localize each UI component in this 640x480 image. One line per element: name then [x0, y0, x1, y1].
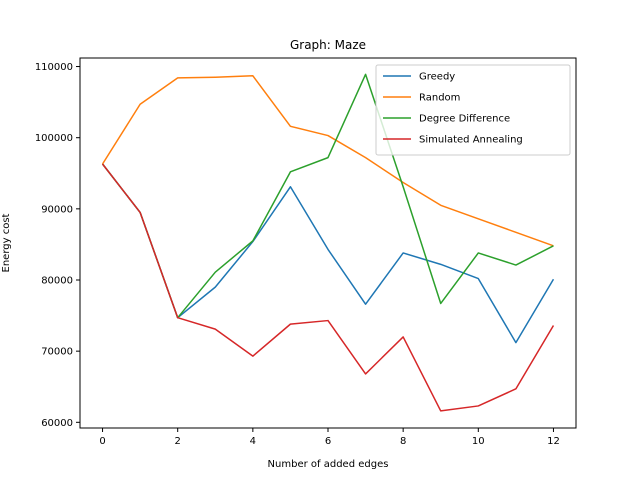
x-tick-label: 6	[325, 436, 331, 447]
y-axis: 60000 70000 80000 90000 100000 110000	[35, 62, 80, 429]
x-tick-label: 10	[472, 436, 485, 447]
y-tick-label: 80000	[41, 276, 73, 287]
y-tick-label: 100000	[35, 133, 73, 144]
legend-box	[375, 64, 571, 156]
legend-label-greedy: Greedy	[419, 72, 455, 83]
legend-label-simulated-annealing: Simulated Annealing	[419, 135, 523, 146]
legend-label-random: Random	[419, 93, 460, 104]
plot-area	[101, 73, 555, 412]
x-axis: 0 2 4 6 8 10 12	[99, 428, 560, 447]
legend-label-degree-difference: Degree Difference	[419, 114, 510, 125]
x-tick-label: 8	[400, 436, 406, 447]
y-tick-label: 90000	[41, 204, 73, 215]
x-tick-label: 12	[547, 436, 560, 447]
y-tick-label: 110000	[35, 62, 73, 73]
series-line-random	[101, 75, 554, 247]
y-tick-label: 70000	[41, 347, 73, 358]
x-tick-label: 4	[250, 436, 256, 447]
y-tick-label: 60000	[41, 418, 73, 429]
x-tick-label: 0	[99, 436, 105, 447]
x-axis-label: Number of added edges	[268, 459, 389, 470]
chart-title: Graph: Maze	[290, 38, 366, 52]
x-tick-label: 2	[175, 436, 181, 447]
series-line-simulated-annealing	[101, 163, 555, 412]
legend: Greedy Random Degree Difference Simulated A…	[375, 64, 571, 156]
y-axis-label: Energy cost	[1, 213, 12, 272]
